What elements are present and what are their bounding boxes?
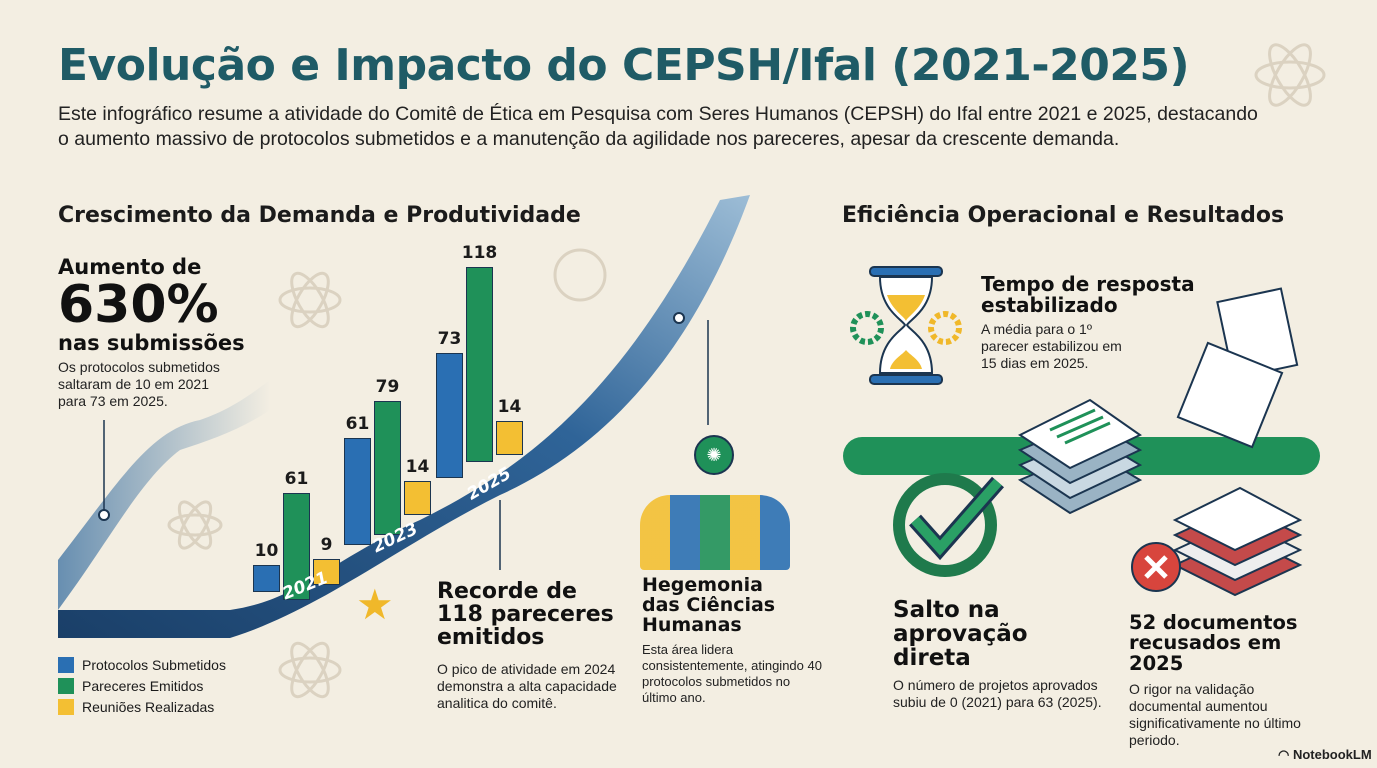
documents-icon [1176,287,1299,449]
humanities-stat: Hegemonia das Ciências Humanas Esta área… [642,574,822,706]
legend-label: Protocolos Submetidos [82,656,226,673]
section-title-demand: Crescimento da Demanda e Produtividade [58,203,581,228]
page-title: Evolução e Impacto do CEPSH/Ifal (2021-2… [58,40,1190,91]
increase-text: Os protocolos submetidos saltaram de 10 … [58,359,220,410]
refused-text: O rigor na validação documental aumentou… [1129,681,1301,749]
branding-text: NotebookLM [1292,747,1372,762]
upper-ribbon [58,380,270,610]
approval-stat: Salto na aprovação direta O número de pr… [893,598,1123,711]
logo-icon: ◠ [1278,747,1293,762]
refused-documents-icon [1131,486,1303,597]
record-title: Recorde de 118 pareceres emitidos [437,579,614,651]
people-group [640,495,790,570]
legend-swatch [58,656,74,673]
intro-text: Este infográfico resume a atividade do C… [58,103,1258,150]
legend-swatch [58,698,74,715]
approval-title: Salto na aprovação direta [893,597,1028,672]
chart-legend: Protocolos Submetidos Pareceres Emitidos… [58,654,226,717]
refused-stat: 52 documentos recusados em 2025 O rigor … [1129,611,1339,749]
legend-label: Reuniões Realizadas [82,698,215,715]
approved-documents-stack-icon [1017,398,1143,515]
increase-prefix: Aumento de [58,255,202,279]
brain-icon: ✺ [694,435,734,475]
response-title: Tempo de resposta estabilizado [981,272,1195,317]
researchers-illustration: ✺ [632,435,792,570]
main-ribbon [58,195,750,638]
increase-value: 630% [58,275,219,336]
section-title-efficiency: Eficiência Operacional e Resultados [842,203,1285,228]
legend-item: Protocolos Submetidos [58,654,226,675]
legend-swatch [58,677,74,694]
legend-item: Reuniões Realizadas [58,696,226,717]
increase-stat: Aumento de 630% nas submissões Os protoc… [58,256,258,410]
star-icon: ★ [356,581,394,628]
check-circle-icon [893,473,1005,577]
approval-text: O número de projetos aprovados subiu de … [893,677,1102,711]
legend-label: Pareceres Emitidos [82,677,204,694]
legend-item: Pareceres Emitidos [58,675,226,696]
humanities-title: Hegemonia das Ciências Humanas [642,574,776,636]
response-stat: Tempo de resposta estabilizado A média p… [981,274,1201,372]
humanities-text: Esta área lidera consistentemente, ating… [642,641,822,705]
record-text: O pico de atividade em 2024 demonstra a … [437,661,617,712]
increase-suffix: nas submissões [58,331,245,356]
response-text: A média para o 1º parecer estabilizou em… [981,321,1122,371]
hourglass-gears-icon [850,266,962,385]
refused-title: 52 documentos recusados em 2025 [1129,611,1298,675]
notebooklm-logo: ◠ NotebookLM [1278,747,1372,763]
record-stat: Recorde de 118 pareceres emitidos O pico… [437,580,627,712]
